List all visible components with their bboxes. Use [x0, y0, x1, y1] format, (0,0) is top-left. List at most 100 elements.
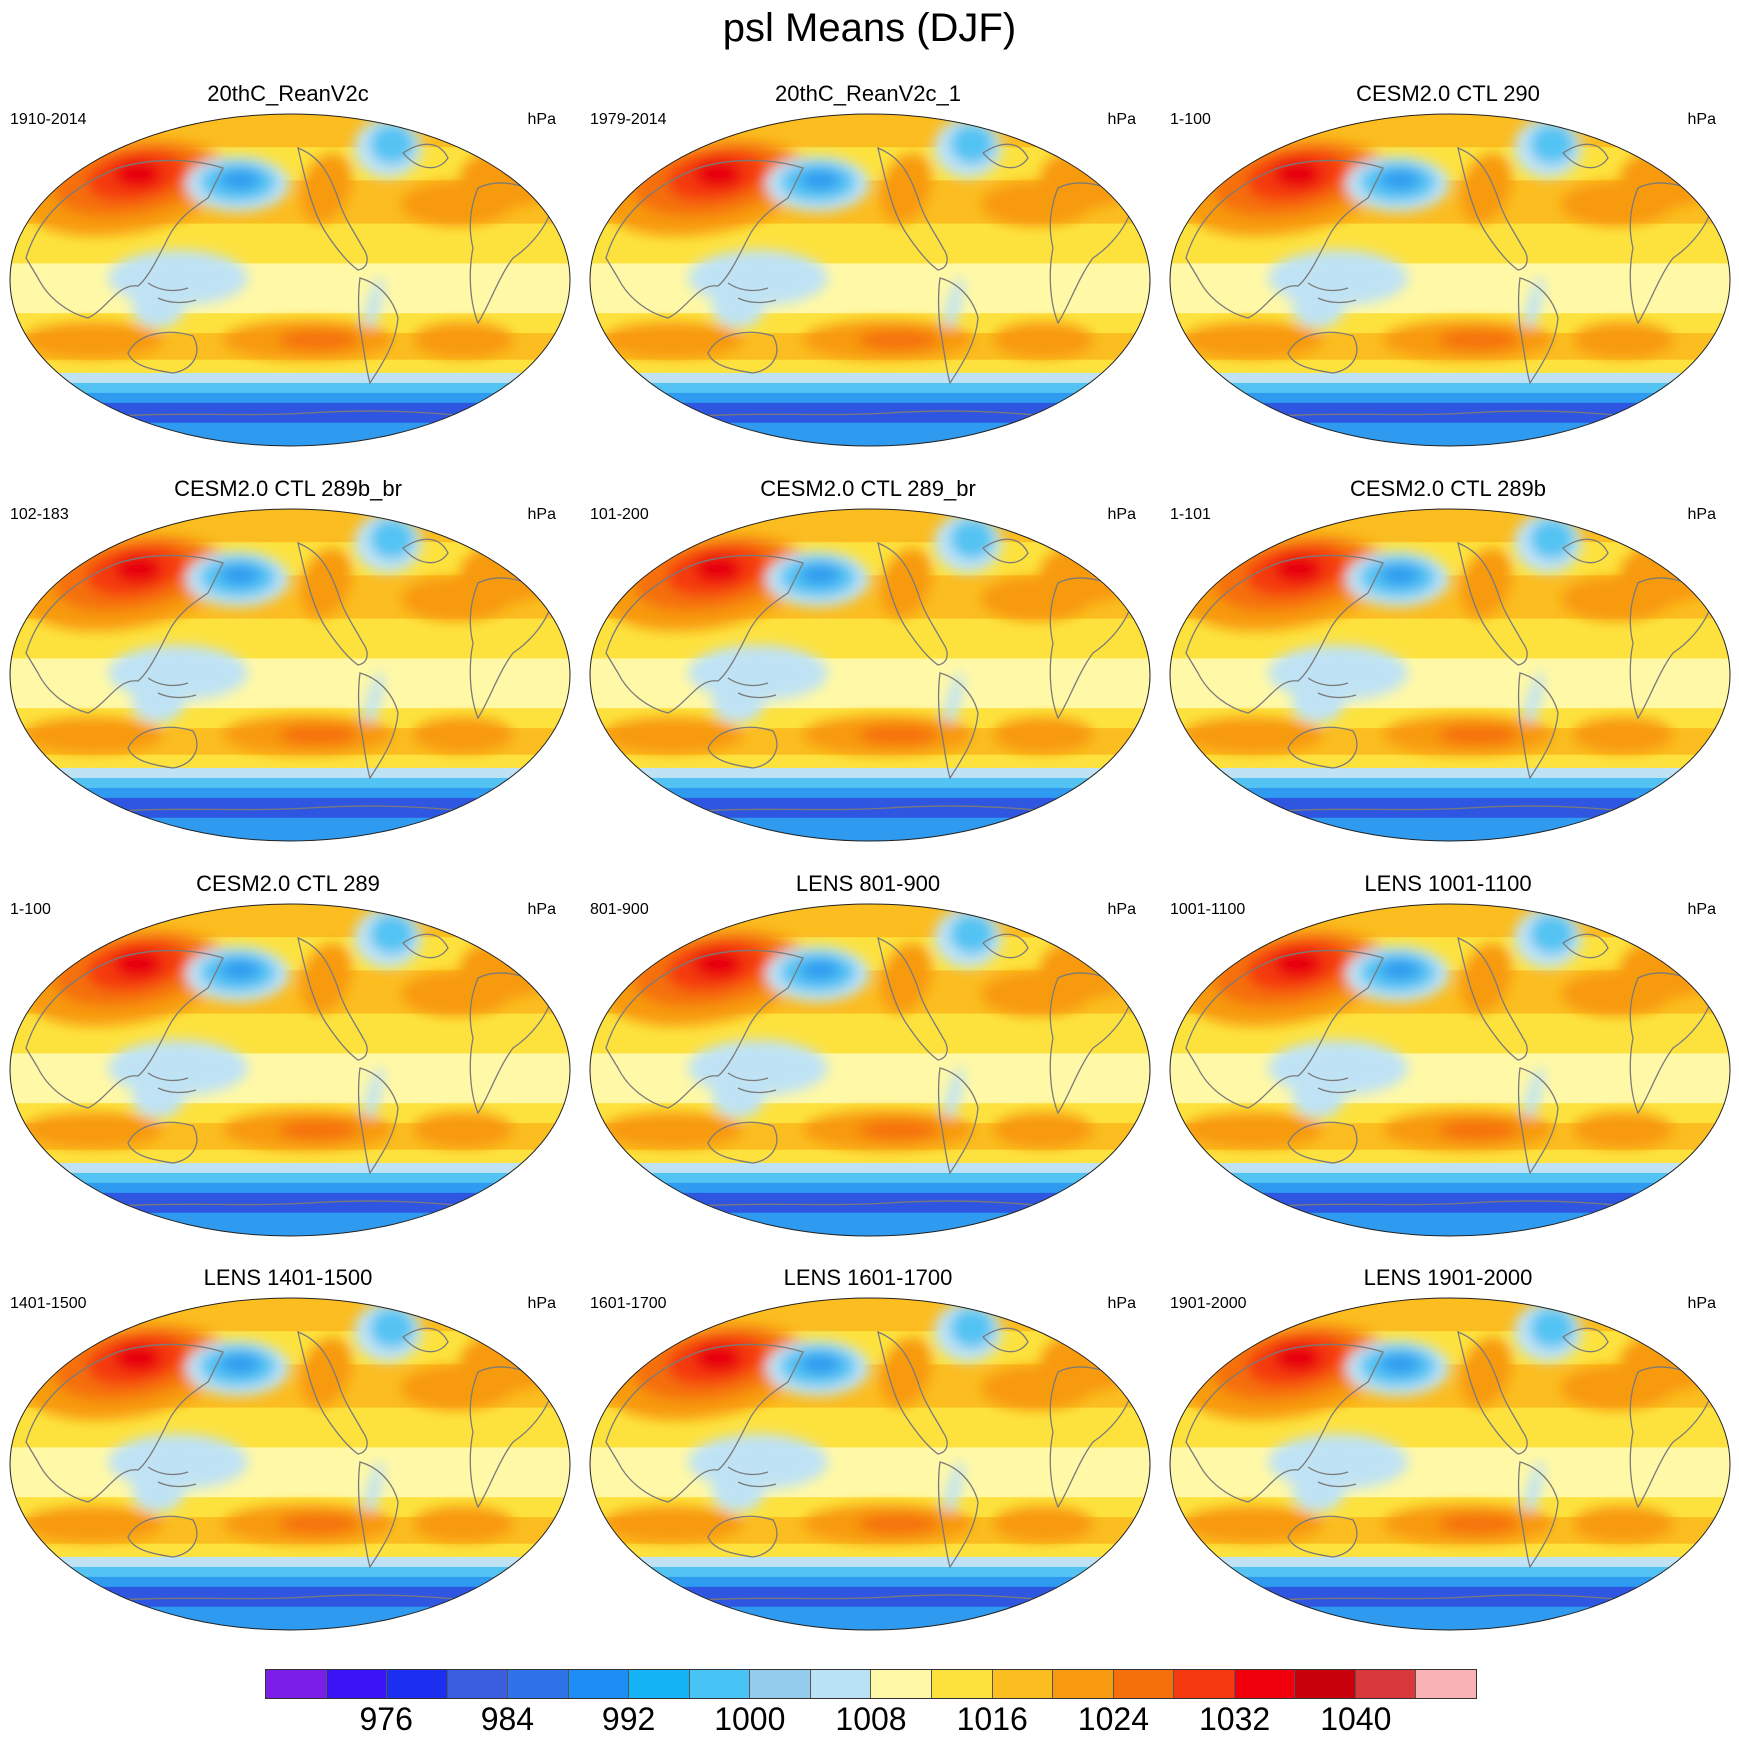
colorbar-box — [750, 1669, 811, 1699]
panel-title: LENS 1601-1700 — [783, 1265, 953, 1290]
panel-years: 1979-2014 — [590, 111, 667, 128]
pressure-field — [10, 114, 570, 446]
colorbar-box — [871, 1669, 933, 1699]
psl-map — [9, 113, 571, 447]
panel-years: 1601-1700 — [590, 1295, 667, 1312]
panel-years: 1901-2000 — [1170, 1295, 1247, 1312]
psl-map — [1169, 508, 1731, 842]
colorbar-tick-label: 1024 — [1077, 1701, 1149, 1737]
pressure-field — [590, 904, 1150, 1236]
panel-years: 1001-1100 — [1170, 901, 1246, 918]
map-panel: LENS 1601-1700 1601-1700 hPa — [580, 1264, 1156, 1654]
colorbar-box — [1295, 1669, 1356, 1699]
panel-units: hPa — [1107, 111, 1136, 128]
pressure-field — [10, 509, 570, 841]
panel-units: hPa — [1687, 506, 1716, 523]
panel-title: LENS 1401-1500 — [203, 1265, 373, 1290]
colorbar-tick-label: 1016 — [956, 1701, 1028, 1737]
psl-map — [1169, 903, 1731, 1237]
colorbar-box — [1174, 1669, 1235, 1699]
map-panel: CESM2.0 CTL 289 1-100 hPa — [0, 870, 576, 1260]
colorbar-box — [810, 1669, 872, 1699]
map-panel: LENS 801-900 801-900 hPa — [580, 870, 1156, 1260]
panel-years: 801-900 — [590, 901, 649, 918]
panel-units: hPa — [1687, 111, 1716, 128]
colorbar-box — [932, 1669, 993, 1699]
map-panel: 20thC_ReanV2c 1910-2014 hPa — [0, 80, 576, 470]
pressure-field — [1170, 904, 1730, 1236]
main-title: psl Means (DJF) — [722, 6, 1017, 50]
colorbar-box — [1234, 1669, 1296, 1699]
colorbar-tick-label: 1040 — [1320, 1701, 1392, 1737]
psl-map — [589, 113, 1151, 447]
psl-map — [589, 508, 1151, 842]
map-panel: CESM2.0 CTL 290 1-100 hPa — [1160, 80, 1736, 470]
panel-title: CESM2.0 CTL 290 — [1356, 81, 1540, 106]
coastlines — [1185, 1327, 1714, 1611]
panel-years: 102-183 — [10, 506, 69, 523]
psl-map — [9, 1297, 571, 1631]
panel-years: 1-100 — [10, 901, 51, 918]
colorbar-box — [689, 1669, 751, 1699]
panel-title: CESM2.0 CTL 289_br — [760, 476, 976, 501]
map-panel: CESM2.0 CTL 289_br 101-200 hPa — [580, 475, 1156, 865]
colorbar-boxes — [265, 1669, 1477, 1699]
map-panel: CESM2.0 CTL 289b_br 102-183 hPa — [0, 475, 576, 865]
panel-title: LENS 801-900 — [795, 871, 941, 896]
panel-title: 20thC_ReanV2c_1 — [775, 81, 961, 106]
psl-map — [9, 903, 571, 1237]
colorbar-box — [992, 1669, 1054, 1699]
psl-map — [9, 508, 571, 842]
panel-units: hPa — [1107, 506, 1136, 523]
colorbar-box — [1416, 1669, 1477, 1699]
pressure-anomaly-blobs — [23, 908, 556, 1150]
panel-years: 1-101 — [1170, 506, 1211, 523]
colorbar-tick-label: 984 — [480, 1701, 535, 1737]
colorbar-box — [387, 1669, 448, 1699]
colorbar-tick-label: 1000 — [714, 1701, 786, 1737]
map-panel: 20thC_ReanV2c_1 1979-2014 hPa — [580, 80, 1156, 470]
pressure-field — [590, 114, 1150, 446]
colorbar-box — [1355, 1669, 1417, 1699]
psl-map — [1169, 113, 1731, 447]
panel-units: hPa — [527, 506, 556, 523]
map-panel: LENS 1401-1500 1401-1500 hPa — [0, 1264, 576, 1654]
colorbar-box — [568, 1669, 630, 1699]
panel-title: CESM2.0 CTL 289b — [1349, 476, 1547, 501]
panel-title: LENS 1001-1100 — [1364, 871, 1532, 896]
pressure-field — [1170, 509, 1730, 841]
psl-map — [589, 1297, 1151, 1631]
pressure-field — [1170, 1298, 1730, 1630]
colorbar-tick-label: 1032 — [1199, 1701, 1271, 1737]
psl-map — [589, 903, 1151, 1237]
colorbar-box — [447, 1669, 509, 1699]
colorbar-box — [326, 1669, 388, 1699]
psl-map — [1169, 1297, 1731, 1631]
panel-units: hPa — [527, 901, 556, 918]
panel-units: hPa — [1107, 1295, 1136, 1312]
panel-units: hPa — [1687, 901, 1716, 918]
panel-units: hPa — [1107, 901, 1136, 918]
colorbar-tick-label: 976 — [359, 1701, 413, 1737]
colorbar-frame — [265, 1669, 1477, 1699]
colorbar-box — [1113, 1669, 1175, 1699]
panel-years: 101-200 — [590, 506, 649, 523]
pressure-field — [10, 1298, 570, 1630]
coastlines — [25, 538, 554, 822]
colorbar-box — [1053, 1669, 1114, 1699]
map-panel: LENS 1001-1100 1001-1100 hPa — [1160, 870, 1736, 1260]
map-panel: CESM2.0 CTL 289b 1-101 hPa — [1160, 475, 1736, 865]
colorbar-box — [508, 1669, 569, 1699]
coastlines — [605, 143, 1134, 427]
panel-years: 1-100 — [1170, 111, 1211, 128]
panel-title: CESM2.0 CTL 289 — [196, 871, 380, 896]
pressure-field — [590, 1298, 1150, 1630]
pressure-field — [590, 509, 1150, 841]
panel-title: 20thC_ReanV2c — [207, 81, 369, 106]
colorbar-box — [629, 1669, 690, 1699]
pressure-field — [10, 904, 570, 1236]
pressure-field — [1170, 114, 1730, 446]
panel-units: hPa — [527, 1295, 556, 1312]
colorbar-tick-label: 992 — [601, 1701, 656, 1737]
map-panel: LENS 1901-2000 1901-2000 hPa — [1160, 1264, 1736, 1654]
